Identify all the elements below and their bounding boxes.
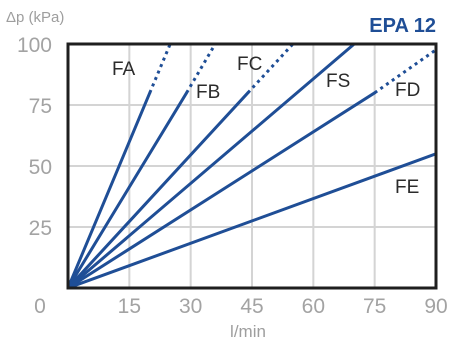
series-label-fs: FS [326, 71, 350, 92]
series-label-fd: FD [395, 80, 420, 101]
x-tick-label: 0 [34, 295, 46, 318]
series-labels: FA FB FC FS FD FE [112, 54, 420, 198]
series-line-fe [68, 152, 436, 288]
x-tick-label: 30 [179, 295, 202, 318]
x-tick-label: 45 [240, 295, 263, 318]
x-tick-label: 90 [424, 295, 447, 318]
series-label-fb: FB [196, 82, 220, 103]
x-tick-label: 75 [363, 295, 386, 318]
series-line-fd [68, 91, 377, 288]
y-tick-label: 100 [17, 34, 52, 57]
series-dotted-fd [373, 47, 436, 95]
series-line-fc [68, 91, 250, 288]
plot-frame [66, 42, 438, 290]
y-tick-label: 50 [29, 156, 52, 179]
series-lines [68, 44, 436, 288]
y-tick-label: 75 [29, 95, 52, 118]
series-label-fc: FC [237, 54, 262, 75]
y-axis-label: Δp (kPa) [6, 9, 64, 26]
series-label-fe: FE [395, 177, 419, 198]
series-dotted-fa [148, 44, 172, 94]
series-dotted-fb [185, 44, 217, 94]
series-label-fa: FA [112, 59, 136, 80]
x-tick-label: 60 [302, 295, 325, 318]
y-tick-label: 25 [29, 217, 52, 240]
series-line-fb [68, 91, 189, 288]
x-axis-label: l/min [230, 322, 266, 341]
chart-title: EPA 12 [369, 15, 436, 37]
series-line-fs [68, 44, 356, 288]
x-tick-label: 15 [118, 295, 141, 318]
series-line-fa [68, 91, 152, 288]
tick-labels: 0 15 30 45 60 75 90 25 50 75 100 [17, 34, 448, 318]
